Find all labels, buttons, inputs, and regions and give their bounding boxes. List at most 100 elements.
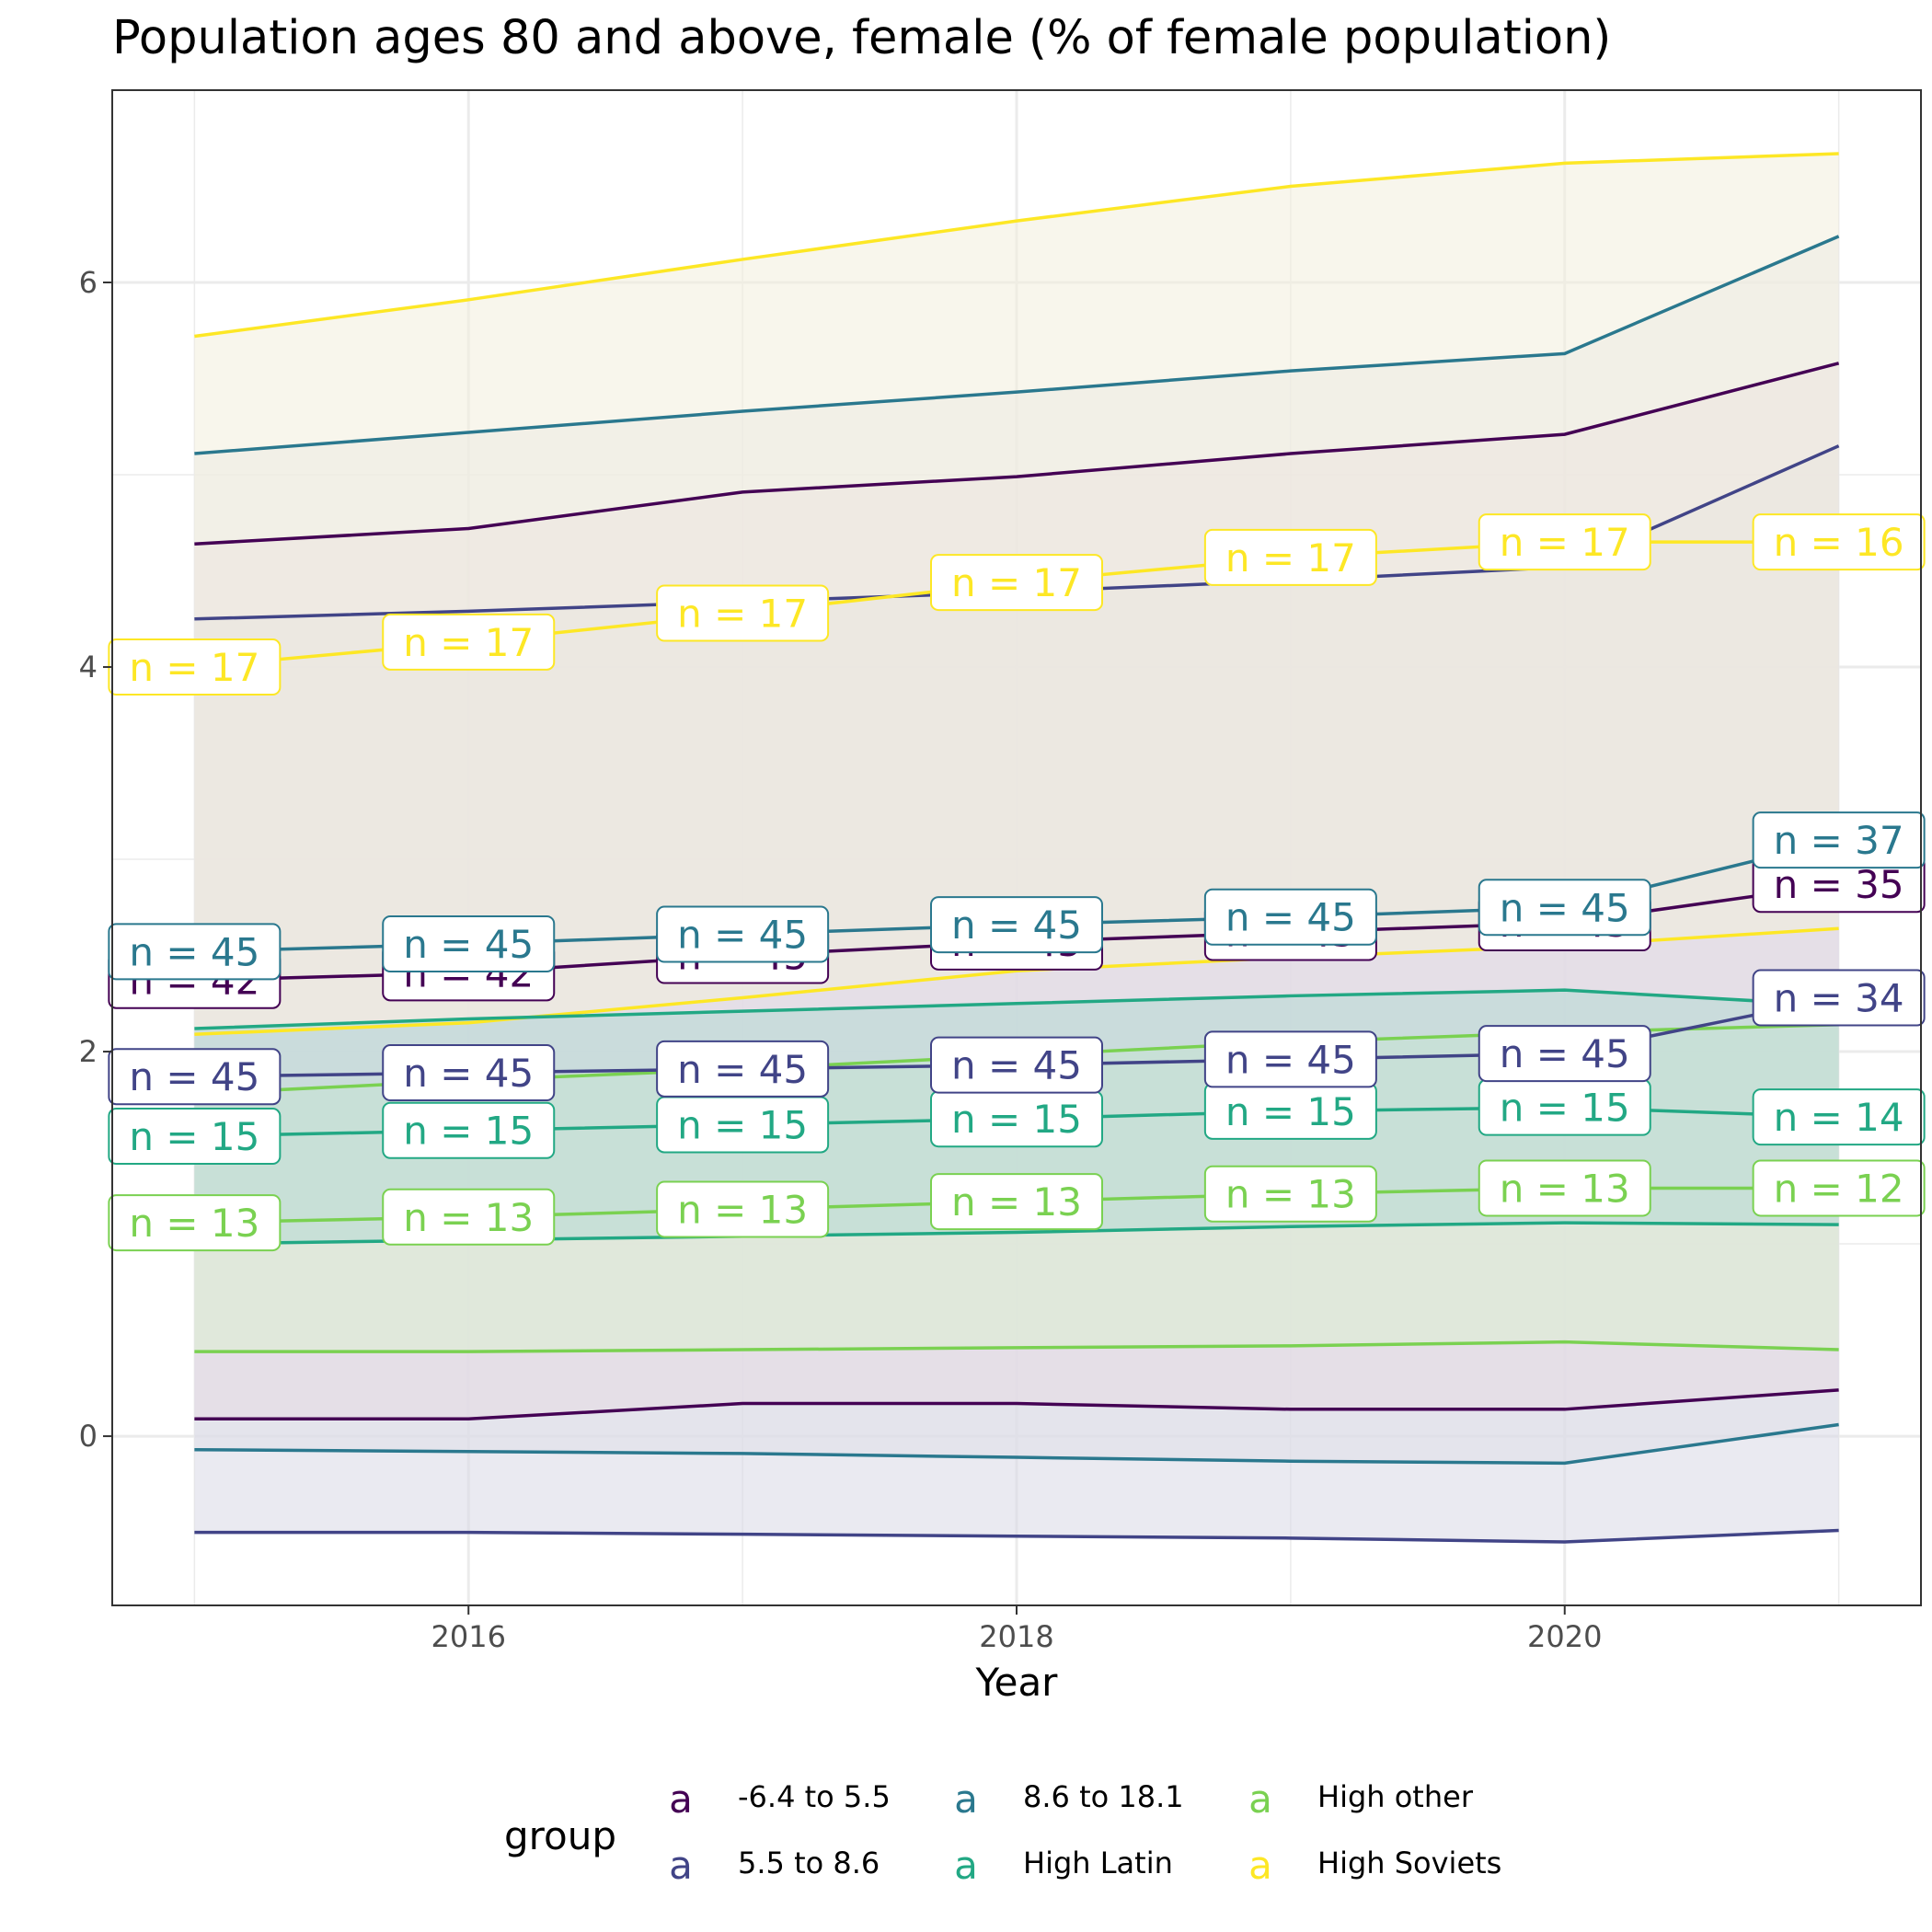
n-label: n = 45 xyxy=(677,1047,808,1092)
n-label: n = 35 xyxy=(1774,862,1904,907)
n-label-box xyxy=(1478,513,1651,571)
n-label: n = 13 xyxy=(951,1179,1082,1225)
legend-key: a xyxy=(1248,1843,1272,1888)
n-label-box xyxy=(1752,969,1926,1027)
n-label-box xyxy=(656,905,830,963)
n-label-box xyxy=(1752,1088,1926,1146)
n-label: n = 15 xyxy=(1500,1086,1630,1131)
n-label: n = 45 xyxy=(403,922,534,967)
n-label-box xyxy=(930,896,1103,954)
legend: group a -6.4 to 5.5 a 5.5 to 8.6 a 8.6 to 18.1… xyxy=(504,1777,1501,1888)
n-label: n = 13 xyxy=(403,1195,534,1240)
legend-key: a xyxy=(954,1843,978,1888)
n-label-box xyxy=(382,915,556,973)
legend-key: a xyxy=(1248,1777,1272,1822)
lower-bound-line xyxy=(194,1340,1839,1353)
n-label: n = 15 xyxy=(677,1102,808,1147)
legend-key: a xyxy=(669,1843,693,1888)
n-label-box xyxy=(1752,1159,1926,1217)
n-label-box xyxy=(382,613,556,671)
n-label: n = 34 xyxy=(1774,976,1904,1021)
n-label: n = 15 xyxy=(403,1109,534,1154)
legend-label: High other xyxy=(1317,1779,1474,1814)
x-tick-label: 2016 xyxy=(431,1619,506,1654)
n-label-box xyxy=(1203,1165,1377,1223)
upper-bound-line xyxy=(194,235,1840,455)
upper-bound-line xyxy=(194,362,1840,546)
legend-label: High Latin xyxy=(1023,1846,1173,1880)
n-label: n = 45 xyxy=(677,913,808,958)
n-label-box xyxy=(656,1180,830,1238)
n-label: n = 37 xyxy=(1774,818,1904,863)
n-label: n = 45 xyxy=(1225,895,1356,940)
n-label: n = 17 xyxy=(1225,535,1356,581)
y-tick-label: 6 xyxy=(79,265,98,300)
legend-key: a xyxy=(669,1777,693,1822)
n-label: n = 15 xyxy=(129,1114,259,1159)
n-label: n = 16 xyxy=(1774,520,1904,565)
n-label-box xyxy=(656,584,830,642)
n-label: n = 45 xyxy=(1500,885,1630,930)
legend-label: High Soviets xyxy=(1317,1846,1501,1880)
legend-label: 8.6 to 18.1 xyxy=(1023,1779,1184,1814)
n-label: n = 45 xyxy=(1500,1031,1630,1076)
upper-bound-line xyxy=(194,988,1839,1030)
lower-bound-line xyxy=(194,1422,1839,1466)
n-label-box xyxy=(1478,1025,1651,1083)
n-label-box xyxy=(930,1173,1103,1231)
n-label-box xyxy=(382,1188,556,1246)
axes: 0 2 4 6 2016 2018 2020 xyxy=(79,265,1603,1654)
x-tick-label: 2020 xyxy=(1527,1619,1602,1654)
confidence-ribbons xyxy=(194,153,1839,1543)
lower-bound-line xyxy=(194,1528,1839,1544)
y-tick-label: 0 xyxy=(79,1419,98,1454)
n-labels: n = 17 n = 17 n = 17 n = 17 n = 17 n = 17 n = … xyxy=(108,513,1926,1252)
legend-label: 5.5 to 8.6 xyxy=(738,1846,880,1880)
n-label: n = 13 xyxy=(677,1187,808,1232)
n-label: n = 17 xyxy=(1500,520,1630,565)
n-label: n = 12 xyxy=(1774,1166,1904,1211)
legend-title: group xyxy=(504,1813,616,1858)
n-label-box xyxy=(930,1036,1103,1094)
n-label: n = 15 xyxy=(1225,1089,1356,1134)
n-label-box xyxy=(1478,879,1651,937)
n-label-box xyxy=(108,923,282,981)
x-axis-title: Year xyxy=(975,1660,1059,1705)
n-label: n = 13 xyxy=(1225,1172,1356,1217)
n-label-box xyxy=(1752,811,1926,869)
n-label-box xyxy=(656,1040,830,1098)
n-label-box xyxy=(382,1101,556,1159)
n-label: n = 13 xyxy=(129,1201,259,1246)
n-label: n = 45 xyxy=(951,903,1082,948)
y-tick-label: 2 xyxy=(79,1034,98,1069)
n-label: n = 17 xyxy=(951,560,1082,605)
n-label: n = 45 xyxy=(403,1051,534,1096)
n-label-box xyxy=(382,1044,556,1102)
n-label: n = 13 xyxy=(1500,1166,1630,1211)
n-label-box xyxy=(108,1108,282,1166)
n-label: n = 15 xyxy=(951,1097,1082,1142)
n-label-box xyxy=(1203,528,1377,586)
n-label: n = 45 xyxy=(129,929,259,974)
legend-label: -6.4 to 5.5 xyxy=(738,1779,891,1814)
chart-title: Population ages 80 and above, female (% … xyxy=(112,11,1612,65)
n-label: n = 17 xyxy=(129,645,259,690)
n-label-box xyxy=(930,554,1103,612)
n-label-box xyxy=(108,1194,282,1252)
n-label-box xyxy=(1478,1159,1651,1217)
x-tick-label: 2018 xyxy=(979,1619,1053,1654)
n-label: n = 45 xyxy=(1225,1037,1356,1082)
legend-key: a xyxy=(954,1777,978,1822)
n-label-box xyxy=(1752,513,1926,571)
upper-bound-line xyxy=(194,152,1839,339)
y-tick-label: 4 xyxy=(79,650,98,684)
lower-bound-line xyxy=(194,1388,1839,1421)
n-label: n = 17 xyxy=(403,620,534,665)
n-label: n = 45 xyxy=(129,1054,259,1099)
n-label: n = 17 xyxy=(677,592,808,637)
n-label-box xyxy=(1203,888,1377,946)
n-label-box xyxy=(108,1048,282,1106)
n-label: n = 14 xyxy=(1774,1095,1904,1140)
n-label-box xyxy=(1203,1030,1377,1088)
